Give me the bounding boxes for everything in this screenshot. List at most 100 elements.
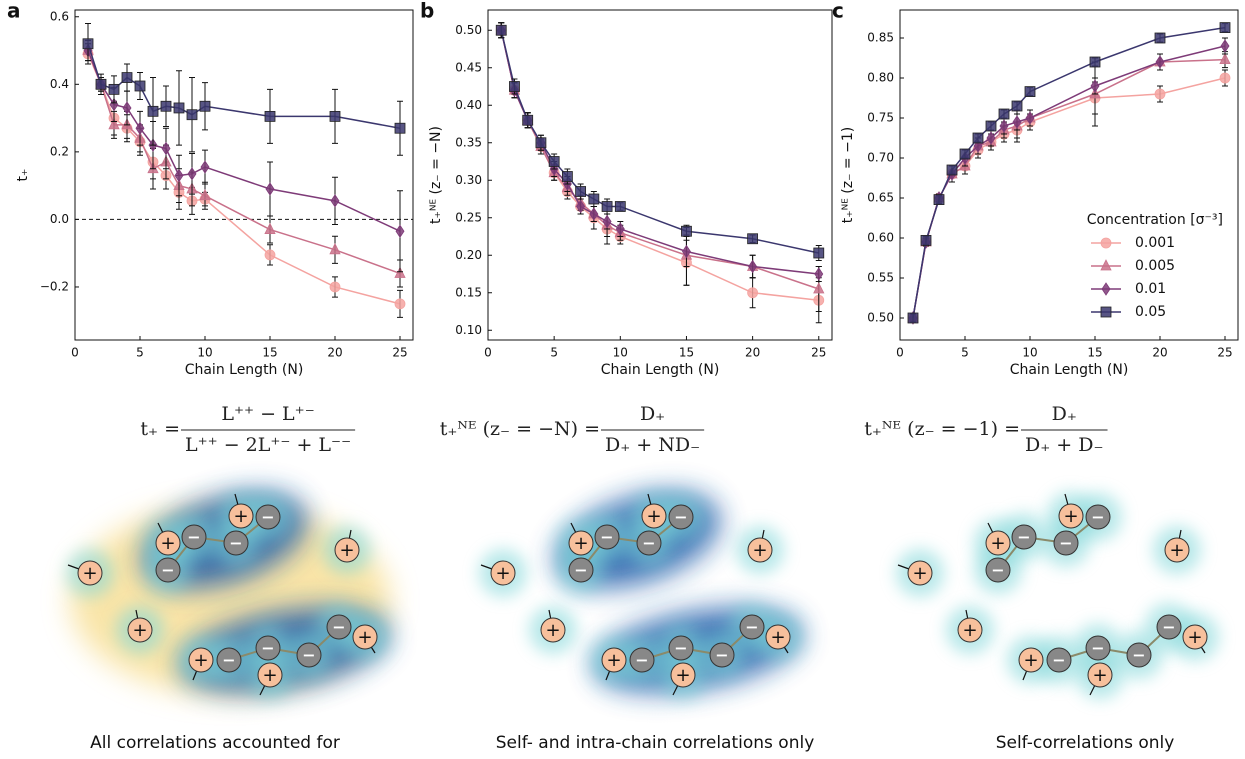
marker <box>134 80 146 92</box>
formula-denominator: L⁺⁺ − 2L⁺⁻ + L⁻⁻ <box>185 434 351 456</box>
marker <box>813 282 825 294</box>
x-tick-label: 25 <box>811 346 826 360</box>
anion-sign: − <box>642 534 655 553</box>
y-tick-label: 0.50 <box>455 23 482 37</box>
y-axis-label: t₊ <box>15 169 31 182</box>
formula-denominator: D₊ + D₋ <box>1025 434 1104 456</box>
plot-frame <box>899 9 1239 341</box>
x-tick-label: 5 <box>550 346 558 360</box>
cation-sign: + <box>357 627 372 648</box>
cation-sign: + <box>233 506 248 527</box>
marker <box>330 194 340 208</box>
marker <box>615 222 625 236</box>
formula-lhs: t₊ᴺᴱ (z₋ = −N) = <box>440 418 600 440</box>
x-tick-label: 20 <box>327 346 342 360</box>
marker <box>200 160 210 174</box>
x-tick-label: 5 <box>136 346 144 360</box>
x-tick-label: 5 <box>961 346 969 360</box>
marker <box>394 298 406 310</box>
anion-sign: − <box>332 618 345 637</box>
y-tick-label: 0.75 <box>867 111 894 125</box>
cation <box>747 537 773 563</box>
marker <box>681 244 691 259</box>
cation <box>334 537 360 563</box>
marker <box>82 38 94 50</box>
anion <box>568 557 594 583</box>
y-tick-label: 0.45 <box>455 60 482 74</box>
anion-sign: − <box>1091 508 1104 527</box>
anion <box>255 504 281 530</box>
marker <box>1011 100 1023 112</box>
anion <box>223 530 249 556</box>
marker <box>1024 86 1036 97</box>
formula-numerator: L⁺⁺ − L⁺⁻ <box>221 403 314 425</box>
cation <box>1182 624 1208 650</box>
marker <box>959 148 971 160</box>
series-line <box>912 77 1226 319</box>
x-tick-label: 0 <box>484 346 492 360</box>
anion <box>1156 614 1182 640</box>
y-tick-label: 0.4 <box>50 77 69 91</box>
anion-sign: − <box>261 639 274 658</box>
chain-bond <box>997 516 1099 571</box>
x-tick-label: 20 <box>745 346 760 360</box>
marker <box>1154 88 1166 100</box>
marker <box>108 83 120 95</box>
x-axis-label: Chain Length (N) <box>185 362 304 378</box>
anion-sign: − <box>745 618 758 637</box>
cation-sign: + <box>573 533 588 554</box>
anion-sign: − <box>991 561 1004 580</box>
cation-sign: + <box>82 563 97 584</box>
marker <box>985 120 997 132</box>
caption: Self- and intra-chain correlations only <box>496 733 815 753</box>
marker <box>1219 52 1231 64</box>
formula-lhs: t₊ᴺᴱ (z₋ = −1) = <box>864 418 1020 440</box>
anion <box>1085 635 1111 661</box>
chain-bond <box>228 626 340 661</box>
anion-sign: − <box>1162 618 1175 637</box>
cation <box>907 560 933 586</box>
x-tick-label: 10 <box>613 346 628 360</box>
cation-sign: + <box>1063 506 1078 527</box>
marker <box>265 182 275 196</box>
anion <box>1011 524 1037 550</box>
y-tick-label: 0.0 <box>50 212 69 226</box>
anion-sign: − <box>574 561 587 580</box>
cation-sign: + <box>132 620 147 641</box>
cation-sign: + <box>1169 540 1184 561</box>
x-tick-label: 25 <box>1217 346 1232 360</box>
anion <box>709 642 735 668</box>
marker <box>907 312 919 324</box>
marker <box>681 225 692 237</box>
y-tick-label: 0.50 <box>867 311 894 325</box>
cation <box>540 617 566 643</box>
y-tick-label: 0.80 <box>867 71 894 85</box>
chain-bond <box>580 516 682 571</box>
marker <box>1100 259 1112 271</box>
chain-bond <box>167 516 269 571</box>
marker <box>575 186 587 197</box>
cation <box>77 560 103 586</box>
marker <box>199 100 211 112</box>
cation <box>765 624 791 650</box>
cation-sign: + <box>962 620 977 641</box>
anion <box>326 614 352 640</box>
x-tick-label: 0 <box>71 346 79 360</box>
marker <box>1012 115 1022 129</box>
marker <box>1101 282 1111 296</box>
series-line <box>912 26 1226 319</box>
marker <box>121 72 133 83</box>
y-tick-label: 0.6 <box>50 9 69 23</box>
x-tick-label: 0 <box>896 346 904 360</box>
cation-sign: + <box>646 506 661 527</box>
cation-sign: + <box>606 650 621 671</box>
marker <box>1219 72 1231 84</box>
legend-title: Concentration [σ⁻³] <box>1087 212 1223 228</box>
x-tick-label: 15 <box>679 346 694 360</box>
marker <box>174 168 184 183</box>
marker <box>920 234 932 246</box>
marker <box>998 108 1010 120</box>
y-tick-label: 0.25 <box>455 210 482 224</box>
series-line <box>87 53 401 305</box>
x-tick-label: 10 <box>1022 346 1037 360</box>
